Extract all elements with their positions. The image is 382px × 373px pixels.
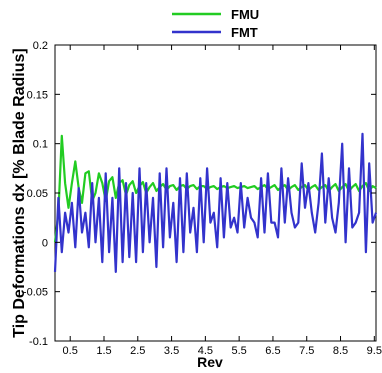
x-axis-label: Rev xyxy=(197,354,223,370)
x-tick-label: 7.5 xyxy=(299,345,314,357)
series-layer xyxy=(53,132,378,273)
y-tick-label: 0.2 xyxy=(33,40,48,52)
y-tick-label: 0.1 xyxy=(33,139,48,151)
y-axis-label: Tip Deformations dx [% Blade Radius] xyxy=(11,48,28,338)
y-tick-label: 0.15 xyxy=(27,89,48,101)
x-tick-label: 1.5 xyxy=(96,345,111,357)
series-line-fmt xyxy=(53,132,378,273)
x-tick-label: 6.5 xyxy=(265,345,280,357)
x-tick-label: 5.5 xyxy=(232,345,247,357)
legend-label-fmu: FMU xyxy=(231,7,259,22)
x-tick-label: 8.5 xyxy=(333,345,348,357)
x-tick-label: 9.5 xyxy=(367,345,382,357)
y-tick-label: 0.05 xyxy=(27,188,48,200)
x-tick-label: 2.5 xyxy=(130,345,145,357)
y-tick-label: -0.1 xyxy=(29,336,48,348)
legend-label-fmt: FMT xyxy=(231,25,258,40)
y-tick-label: 0 xyxy=(42,237,48,249)
axes: 0.5 1.5 2.5 3.5 4.5 5.5 6.5 7.5 8.5 9.5 -0.1 -0.05 0… xyxy=(23,40,382,357)
x-tick-label: 4.5 xyxy=(198,345,213,357)
x-tick-label: 0.5 xyxy=(63,345,78,357)
legend: FMU FMT xyxy=(172,7,259,40)
y-tick-label: -0.05 xyxy=(23,287,48,299)
x-tick-label: 3.5 xyxy=(164,345,179,357)
